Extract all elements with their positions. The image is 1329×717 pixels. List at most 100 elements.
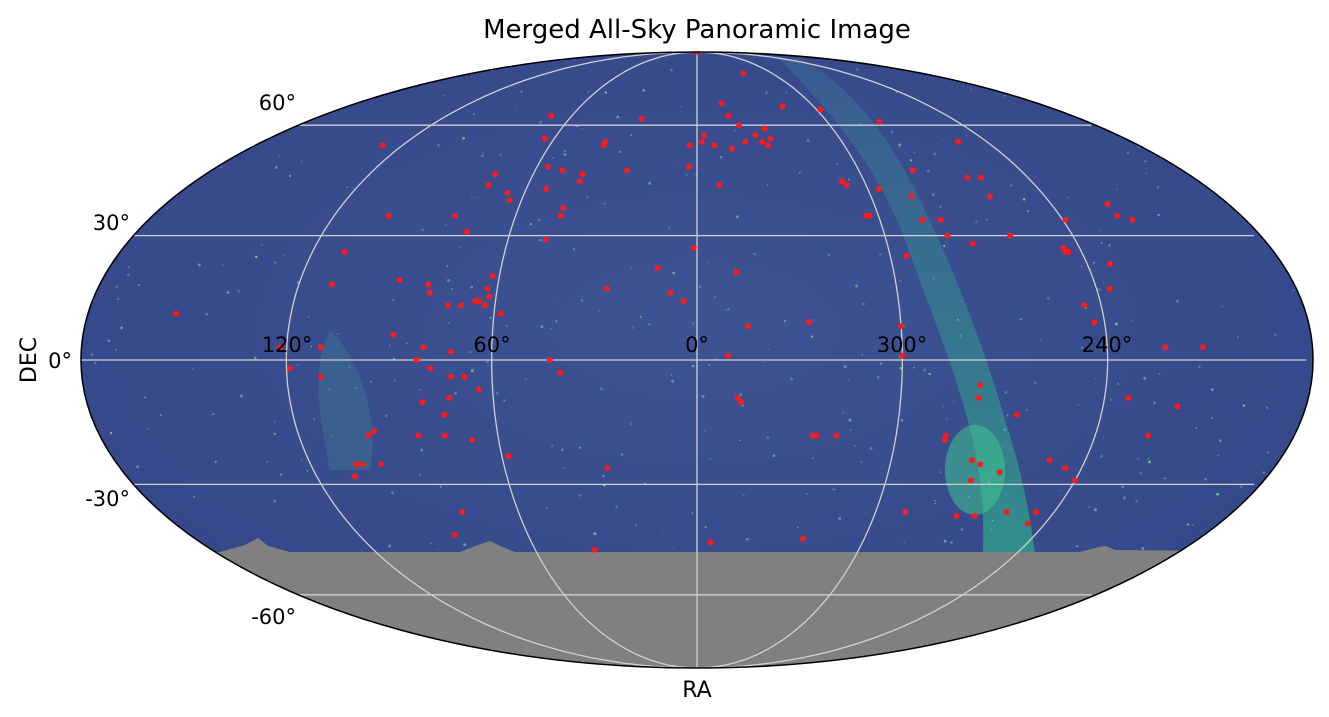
source-marker: [504, 189, 511, 196]
source-marker: [1007, 232, 1014, 239]
faint-star: [934, 500, 936, 502]
faint-star: [288, 174, 292, 178]
faint-star: [563, 467, 566, 469]
source-marker: [839, 178, 845, 185]
source-marker: [728, 145, 735, 152]
source-marker: [866, 212, 873, 219]
faint-star: [137, 284, 140, 287]
source-marker: [899, 352, 906, 359]
faint-star: [671, 379, 674, 383]
source-marker: [448, 373, 454, 380]
faint-star: [739, 393, 743, 396]
faint-star: [1262, 471, 1266, 474]
faint-star: [766, 184, 769, 186]
source-marker: [425, 281, 432, 288]
faint-star: [474, 196, 476, 198]
faint-star: [766, 436, 770, 440]
faint-star: [709, 458, 711, 460]
source-marker: [876, 185, 883, 192]
graticule-grid: [81, 52, 1307, 668]
faint-star: [194, 109, 196, 111]
source-marker: [365, 432, 372, 439]
source-marker: [725, 112, 732, 119]
source-marker: [759, 138, 766, 145]
faint-star: [346, 186, 349, 189]
faint-star: [1094, 378, 1097, 380]
source-marker: [977, 461, 984, 468]
source-marker: [451, 531, 458, 538]
source-marker: [329, 281, 335, 288]
faint-star: [704, 525, 707, 529]
faint-star: [387, 544, 391, 548]
faint-star: [147, 428, 150, 431]
faint-star: [1222, 146, 1226, 150]
faint-star: [1116, 382, 1120, 386]
faint-star: [1198, 365, 1201, 369]
faint-star: [1061, 465, 1063, 468]
faint-star: [753, 252, 756, 256]
source-marker: [986, 193, 993, 200]
faint-star: [942, 405, 944, 408]
faint-star: [551, 444, 554, 447]
faint-star: [529, 222, 533, 226]
faint-star: [648, 182, 651, 185]
source-marker: [286, 365, 293, 372]
faint-star: [120, 326, 124, 330]
faint-star: [1088, 506, 1091, 508]
faint-star: [94, 361, 97, 365]
faint-star: [996, 77, 998, 79]
source-marker: [1129, 216, 1136, 223]
faint-star: [1244, 536, 1247, 538]
source-marker: [173, 310, 179, 317]
faint-star: [556, 298, 559, 300]
faint-star: [563, 150, 566, 153]
faint-star: [960, 300, 962, 302]
source-marker: [761, 125, 768, 132]
source-marker: [576, 178, 583, 185]
faint-star: [1135, 500, 1138, 503]
source-marker: [505, 453, 512, 460]
faint-star: [446, 265, 449, 268]
source-marker: [1062, 465, 1069, 472]
faint-star: [212, 412, 215, 416]
faint-star: [956, 318, 959, 321]
faint-star: [469, 350, 472, 354]
source-marker: [817, 106, 824, 113]
source-marker: [876, 118, 883, 125]
source-marker: [711, 142, 718, 149]
source-marker: [716, 182, 723, 189]
faint-star: [939, 205, 942, 208]
faint-star: [1139, 472, 1142, 475]
faint-star: [855, 284, 858, 288]
faint-star: [90, 353, 94, 356]
faint-star: [1265, 406, 1269, 409]
source-marker: [779, 103, 786, 110]
faint-star: [125, 166, 128, 169]
faint-star: [220, 166, 223, 169]
source-marker: [941, 436, 948, 443]
faint-star: [642, 89, 646, 92]
source-marker: [604, 465, 611, 472]
faint-star: [393, 379, 396, 382]
faint-star: [679, 105, 682, 108]
source-marker: [461, 373, 468, 380]
faint-star: [430, 542, 432, 544]
source-marker: [452, 212, 459, 219]
faint-star: [975, 220, 978, 224]
faint-star: [1081, 265, 1083, 268]
faint-star: [950, 541, 953, 544]
faint-star: [972, 52, 975, 54]
faint-star: [1028, 68, 1031, 70]
faint-star: [1108, 243, 1111, 247]
faint-star: [451, 288, 453, 290]
faint-star: [1195, 427, 1198, 429]
source-marker: [557, 369, 564, 376]
faint-star: [1163, 477, 1166, 480]
faint-star: [495, 392, 499, 395]
faint-star: [1272, 540, 1274, 543]
faint-star: [525, 378, 527, 381]
faint-star: [952, 446, 955, 449]
faint-star: [850, 429, 852, 431]
faint-star: [783, 319, 787, 323]
faint-star: [790, 377, 793, 381]
